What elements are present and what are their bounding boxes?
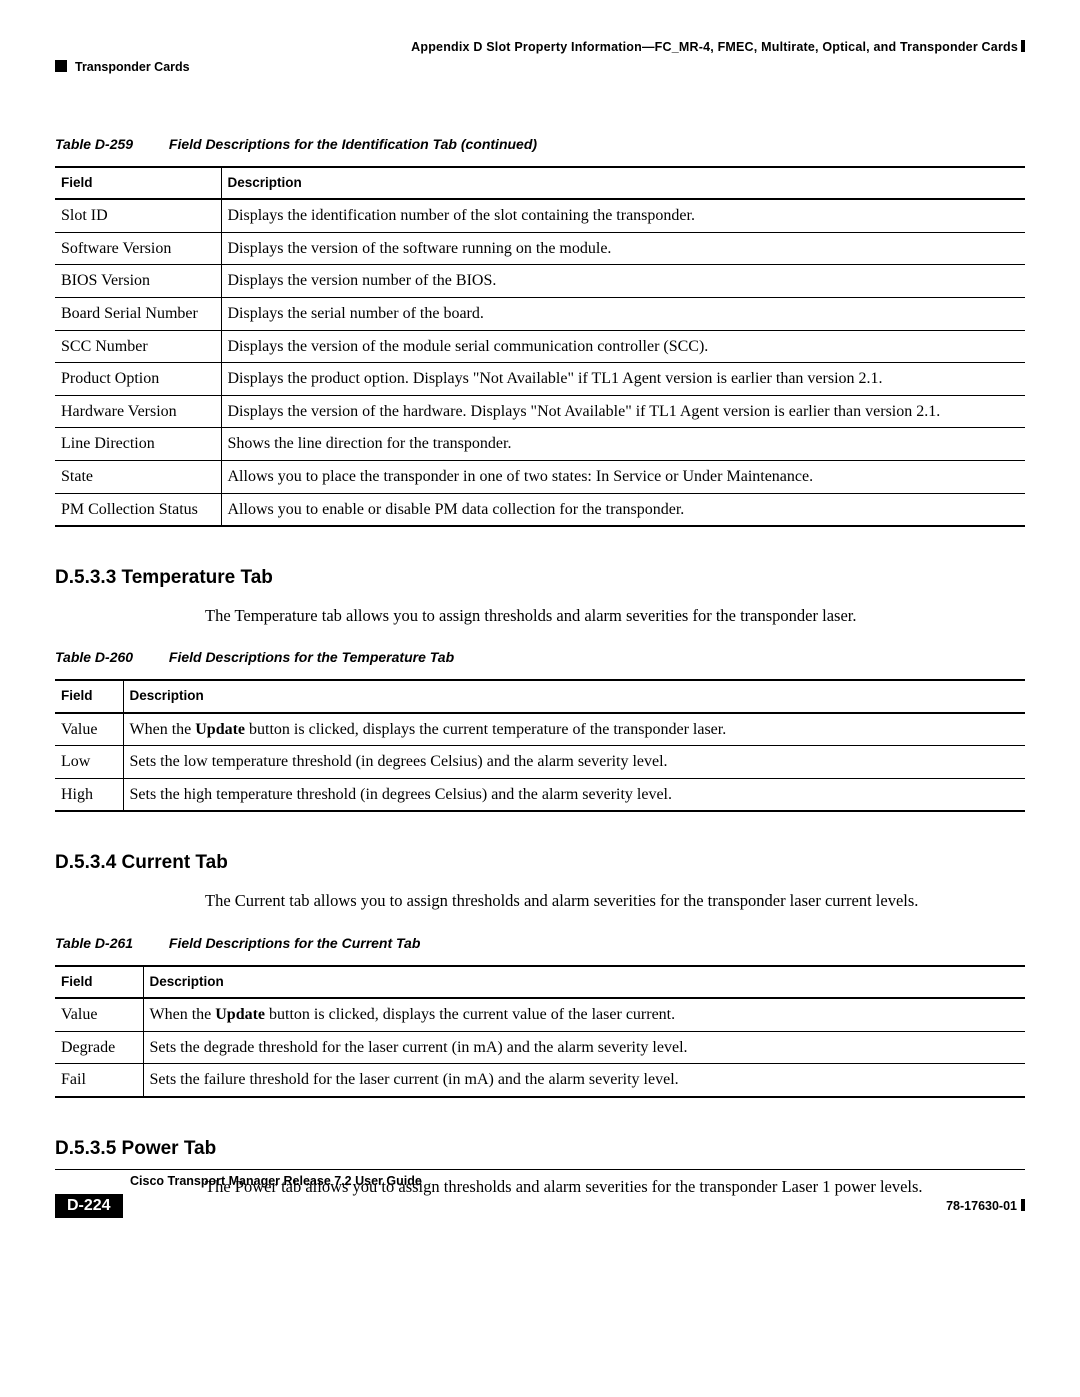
description-cell: Displays the identification number of th… xyxy=(221,199,1025,232)
description-cell: Sets the high temperature threshold (in … xyxy=(123,778,1025,811)
field-cell: Line Direction xyxy=(55,428,221,461)
section-heading: D.5.3.5 Power Tab xyxy=(55,1138,1025,1160)
description-cell: Allows you to enable or disable PM data … xyxy=(221,493,1025,526)
col-field-header: Field xyxy=(55,167,221,199)
table-row: Line DirectionShows the line direction f… xyxy=(55,428,1025,461)
section-heading: D.5.3.3 Temperature Tab xyxy=(55,567,1025,589)
table-caption-title: Field Descriptions for the Temperature T… xyxy=(169,649,454,665)
table-row: HighSets the high temperature threshold … xyxy=(55,778,1025,811)
header-bar-icon xyxy=(1021,40,1025,52)
temperature-table: Field Description ValueWhen the Update b… xyxy=(55,679,1025,812)
col-desc-header: Description xyxy=(221,167,1025,199)
header-section-text: Transponder Cards xyxy=(75,60,190,74)
field-cell: High xyxy=(55,778,123,811)
table-row: Software VersionDisplays the version of … xyxy=(55,232,1025,265)
description-cell: When the Update button is clicked, displ… xyxy=(143,998,1025,1031)
col-desc-header: Description xyxy=(143,966,1025,998)
field-cell: SCC Number xyxy=(55,330,221,363)
table-row: DegradeSets the degrade threshold for th… xyxy=(55,1031,1025,1064)
field-cell: Value xyxy=(55,998,143,1031)
table-header-row: Field Description xyxy=(55,680,1025,712)
table-row: StateAllows you to place the transponder… xyxy=(55,460,1025,493)
description-cell: Allows you to place the transponder in o… xyxy=(221,460,1025,493)
field-cell: BIOS Version xyxy=(55,265,221,298)
field-cell: Board Serial Number xyxy=(55,298,221,331)
table-row: Hardware VersionDisplays the version of … xyxy=(55,395,1025,428)
col-desc-header: Description xyxy=(123,680,1025,712)
header-square-icon xyxy=(55,60,67,72)
table-row: BIOS VersionDisplays the version number … xyxy=(55,265,1025,298)
table-row: SCC NumberDisplays the version of the mo… xyxy=(55,330,1025,363)
bold-term: Update xyxy=(195,721,245,738)
footer-guide-title: Cisco Transport Manager Release 7.2 User… xyxy=(55,1169,1025,1188)
field-cell: Fail xyxy=(55,1064,143,1097)
footer-row: D-224 78-17630-01 xyxy=(55,1194,1025,1218)
table-row: ValueWhen the Update button is clicked, … xyxy=(55,998,1025,1031)
description-cell: Sets the low temperature threshold (in d… xyxy=(123,746,1025,779)
current-table: Field Description ValueWhen the Update b… xyxy=(55,965,1025,1098)
description-cell: Displays the version number of the BIOS. xyxy=(221,265,1025,298)
field-cell: PM Collection Status xyxy=(55,493,221,526)
table-row: Product OptionDisplays the product optio… xyxy=(55,363,1025,396)
table-row: FailSets the failure threshold for the l… xyxy=(55,1064,1025,1097)
table-header-row: Field Description xyxy=(55,966,1025,998)
table-header-row: Field Description xyxy=(55,167,1025,199)
field-cell: Low xyxy=(55,746,123,779)
table-caption-title: Field Descriptions for the Identificatio… xyxy=(169,136,537,152)
page-footer: Cisco Transport Manager Release 7.2 User… xyxy=(55,1169,1025,1218)
header-section-line: Transponder Cards xyxy=(55,60,1025,74)
table-caption-num: Table D-259 xyxy=(55,136,165,152)
col-field-header: Field xyxy=(55,966,143,998)
table-row: LowSets the low temperature threshold (i… xyxy=(55,746,1025,779)
footer-page-number: D-224 xyxy=(55,1194,123,1218)
description-cell: Shows the line direction for the transpo… xyxy=(221,428,1025,461)
table-caption-num: Table D-260 xyxy=(55,649,165,665)
field-cell: Value xyxy=(55,713,123,746)
field-cell: Hardware Version xyxy=(55,395,221,428)
description-cell: When the Update button is clicked, displ… xyxy=(123,713,1025,746)
field-cell: Degrade xyxy=(55,1031,143,1064)
description-cell: Displays the product option. Displays "N… xyxy=(221,363,1025,396)
section-heading: D.5.3.4 Current Tab xyxy=(55,852,1025,874)
table-caption: Table D-261 Field Descriptions for the C… xyxy=(55,935,1025,951)
table-row: Slot IDDisplays the identification numbe… xyxy=(55,199,1025,232)
table-caption-title: Field Descriptions for the Current Tab xyxy=(169,935,421,951)
bold-term: Update xyxy=(215,1006,265,1023)
footer-doc-text: 78-17630-01 xyxy=(946,1199,1017,1213)
identification-table: Field Description Slot IDDisplays the id… xyxy=(55,166,1025,527)
section-text: The Temperature tab allows you to assign… xyxy=(205,605,1025,627)
field-cell: State xyxy=(55,460,221,493)
description-cell: Displays the version of the hardware. Di… xyxy=(221,395,1025,428)
footer-doc-number: 78-17630-01 xyxy=(946,1199,1025,1213)
field-cell: Software Version xyxy=(55,232,221,265)
header-appendix-line: Appendix D Slot Property Information—FC_… xyxy=(55,40,1025,54)
section-text: The Current tab allows you to assign thr… xyxy=(205,890,1025,912)
field-cell: Slot ID xyxy=(55,199,221,232)
table-row: ValueWhen the Update button is clicked, … xyxy=(55,713,1025,746)
description-cell: Displays the version of the module seria… xyxy=(221,330,1025,363)
table-caption: Table D-260 Field Descriptions for the T… xyxy=(55,649,1025,665)
header-appendix-text: Appendix D Slot Property Information—FC_… xyxy=(411,40,1018,54)
col-field-header: Field xyxy=(55,680,123,712)
description-cell: Sets the failure threshold for the laser… xyxy=(143,1064,1025,1097)
field-cell: Product Option xyxy=(55,363,221,396)
description-cell: Displays the serial number of the board. xyxy=(221,298,1025,331)
footer-bar-icon xyxy=(1021,1199,1025,1211)
description-cell: Sets the degrade threshold for the laser… xyxy=(143,1031,1025,1064)
table-caption-num: Table D-261 xyxy=(55,935,165,951)
table-row: PM Collection StatusAllows you to enable… xyxy=(55,493,1025,526)
table-caption: Table D-259 Field Descriptions for the I… xyxy=(55,136,1025,152)
table-row: Board Serial NumberDisplays the serial n… xyxy=(55,298,1025,331)
document-page: Appendix D Slot Property Information—FC_… xyxy=(0,0,1080,1258)
description-cell: Displays the version of the software run… xyxy=(221,232,1025,265)
